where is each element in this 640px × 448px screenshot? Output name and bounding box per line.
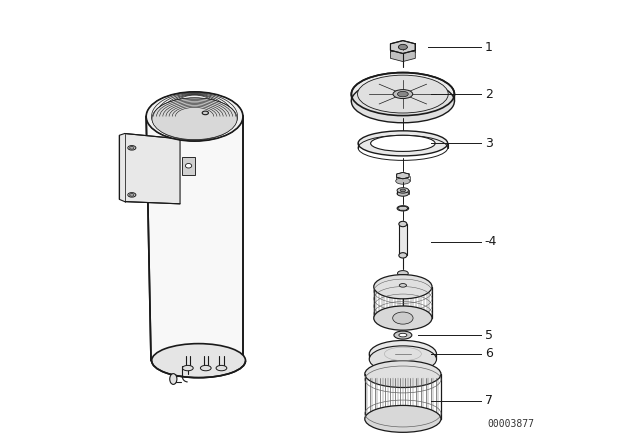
Ellipse shape — [200, 366, 211, 371]
Ellipse shape — [371, 135, 435, 151]
Ellipse shape — [397, 91, 408, 97]
Ellipse shape — [397, 188, 409, 193]
Text: 6: 6 — [485, 347, 493, 361]
Ellipse shape — [396, 178, 410, 184]
Ellipse shape — [394, 331, 412, 339]
Ellipse shape — [399, 221, 407, 227]
Ellipse shape — [129, 194, 134, 196]
Ellipse shape — [152, 344, 246, 378]
Ellipse shape — [400, 189, 406, 192]
Ellipse shape — [182, 366, 193, 371]
Ellipse shape — [128, 146, 136, 150]
Polygon shape — [390, 41, 415, 53]
Polygon shape — [390, 49, 415, 61]
Ellipse shape — [358, 75, 448, 113]
Text: 5: 5 — [485, 328, 493, 342]
Text: 00003877: 00003877 — [487, 419, 534, 429]
Ellipse shape — [358, 131, 448, 156]
Ellipse shape — [369, 340, 436, 367]
Ellipse shape — [369, 346, 436, 373]
Ellipse shape — [365, 361, 441, 388]
Ellipse shape — [374, 306, 432, 330]
Ellipse shape — [393, 312, 413, 324]
Ellipse shape — [128, 193, 136, 197]
Ellipse shape — [216, 366, 227, 371]
Ellipse shape — [351, 73, 454, 116]
Text: 2: 2 — [485, 87, 493, 101]
Ellipse shape — [146, 92, 243, 141]
Ellipse shape — [399, 284, 406, 287]
Bar — [182, 157, 195, 175]
Ellipse shape — [397, 271, 408, 276]
Ellipse shape — [365, 405, 441, 432]
Text: -4: -4 — [485, 235, 497, 249]
Ellipse shape — [170, 374, 177, 384]
Ellipse shape — [397, 191, 409, 196]
Ellipse shape — [129, 146, 134, 149]
Polygon shape — [119, 134, 180, 204]
Ellipse shape — [393, 90, 413, 99]
Polygon shape — [397, 172, 409, 179]
Ellipse shape — [398, 44, 408, 50]
Ellipse shape — [374, 275, 432, 299]
Text: 3: 3 — [485, 137, 493, 150]
Ellipse shape — [351, 80, 454, 123]
Ellipse shape — [399, 253, 407, 258]
Ellipse shape — [397, 206, 409, 211]
Text: 7: 7 — [485, 394, 493, 408]
Polygon shape — [146, 116, 243, 361]
Ellipse shape — [152, 98, 237, 140]
Ellipse shape — [399, 333, 407, 337]
Ellipse shape — [202, 111, 209, 115]
Text: 1: 1 — [485, 40, 493, 54]
Bar — [399, 224, 407, 255]
Ellipse shape — [186, 164, 192, 168]
